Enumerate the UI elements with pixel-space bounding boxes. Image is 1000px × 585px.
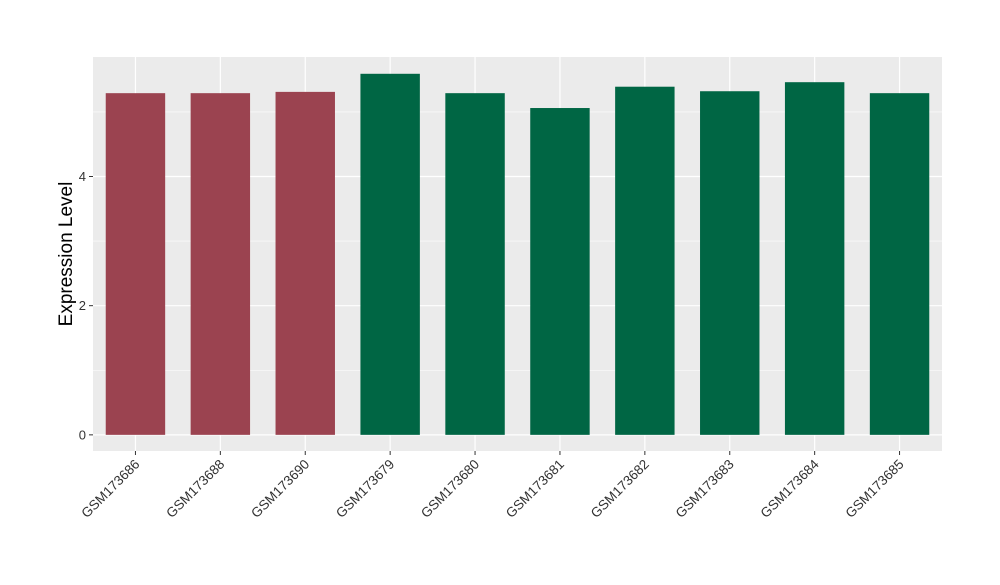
bar-GSM173688: [190, 93, 251, 435]
x-tick-label: GSM173679: [333, 457, 397, 521]
x-tick-label: GSM173680: [418, 457, 482, 521]
x-tick-label: GSM173683: [673, 457, 737, 521]
bar-GSM173680: [445, 93, 505, 435]
x-tick-label: GSM173688: [163, 457, 227, 521]
bar-GSM173683: [700, 91, 760, 435]
y-tick-label: 0: [79, 427, 86, 442]
x-tick-label: GSM173684: [758, 456, 823, 521]
x-tick-label: GSM173685: [842, 457, 906, 521]
x-tick-label: GSM173686: [78, 457, 142, 521]
bar-GSM173679: [360, 73, 420, 435]
x-tick-label: GSM173681: [503, 457, 567, 521]
y-tick-label: 2: [79, 298, 86, 313]
bar-GSM173681: [530, 108, 590, 435]
bar-GSM173685: [869, 93, 930, 435]
y-tick-label: 4: [79, 169, 86, 184]
x-tick-label: GSM173690: [248, 457, 312, 521]
bar-GSM173684: [784, 82, 845, 435]
bar-GSM173682: [615, 86, 675, 435]
bar-GSM173686: [105, 93, 166, 435]
bar-GSM173690: [275, 91, 335, 435]
x-tick-label: GSM173682: [588, 457, 652, 521]
y-axis-label: Expression Level: [56, 182, 77, 327]
